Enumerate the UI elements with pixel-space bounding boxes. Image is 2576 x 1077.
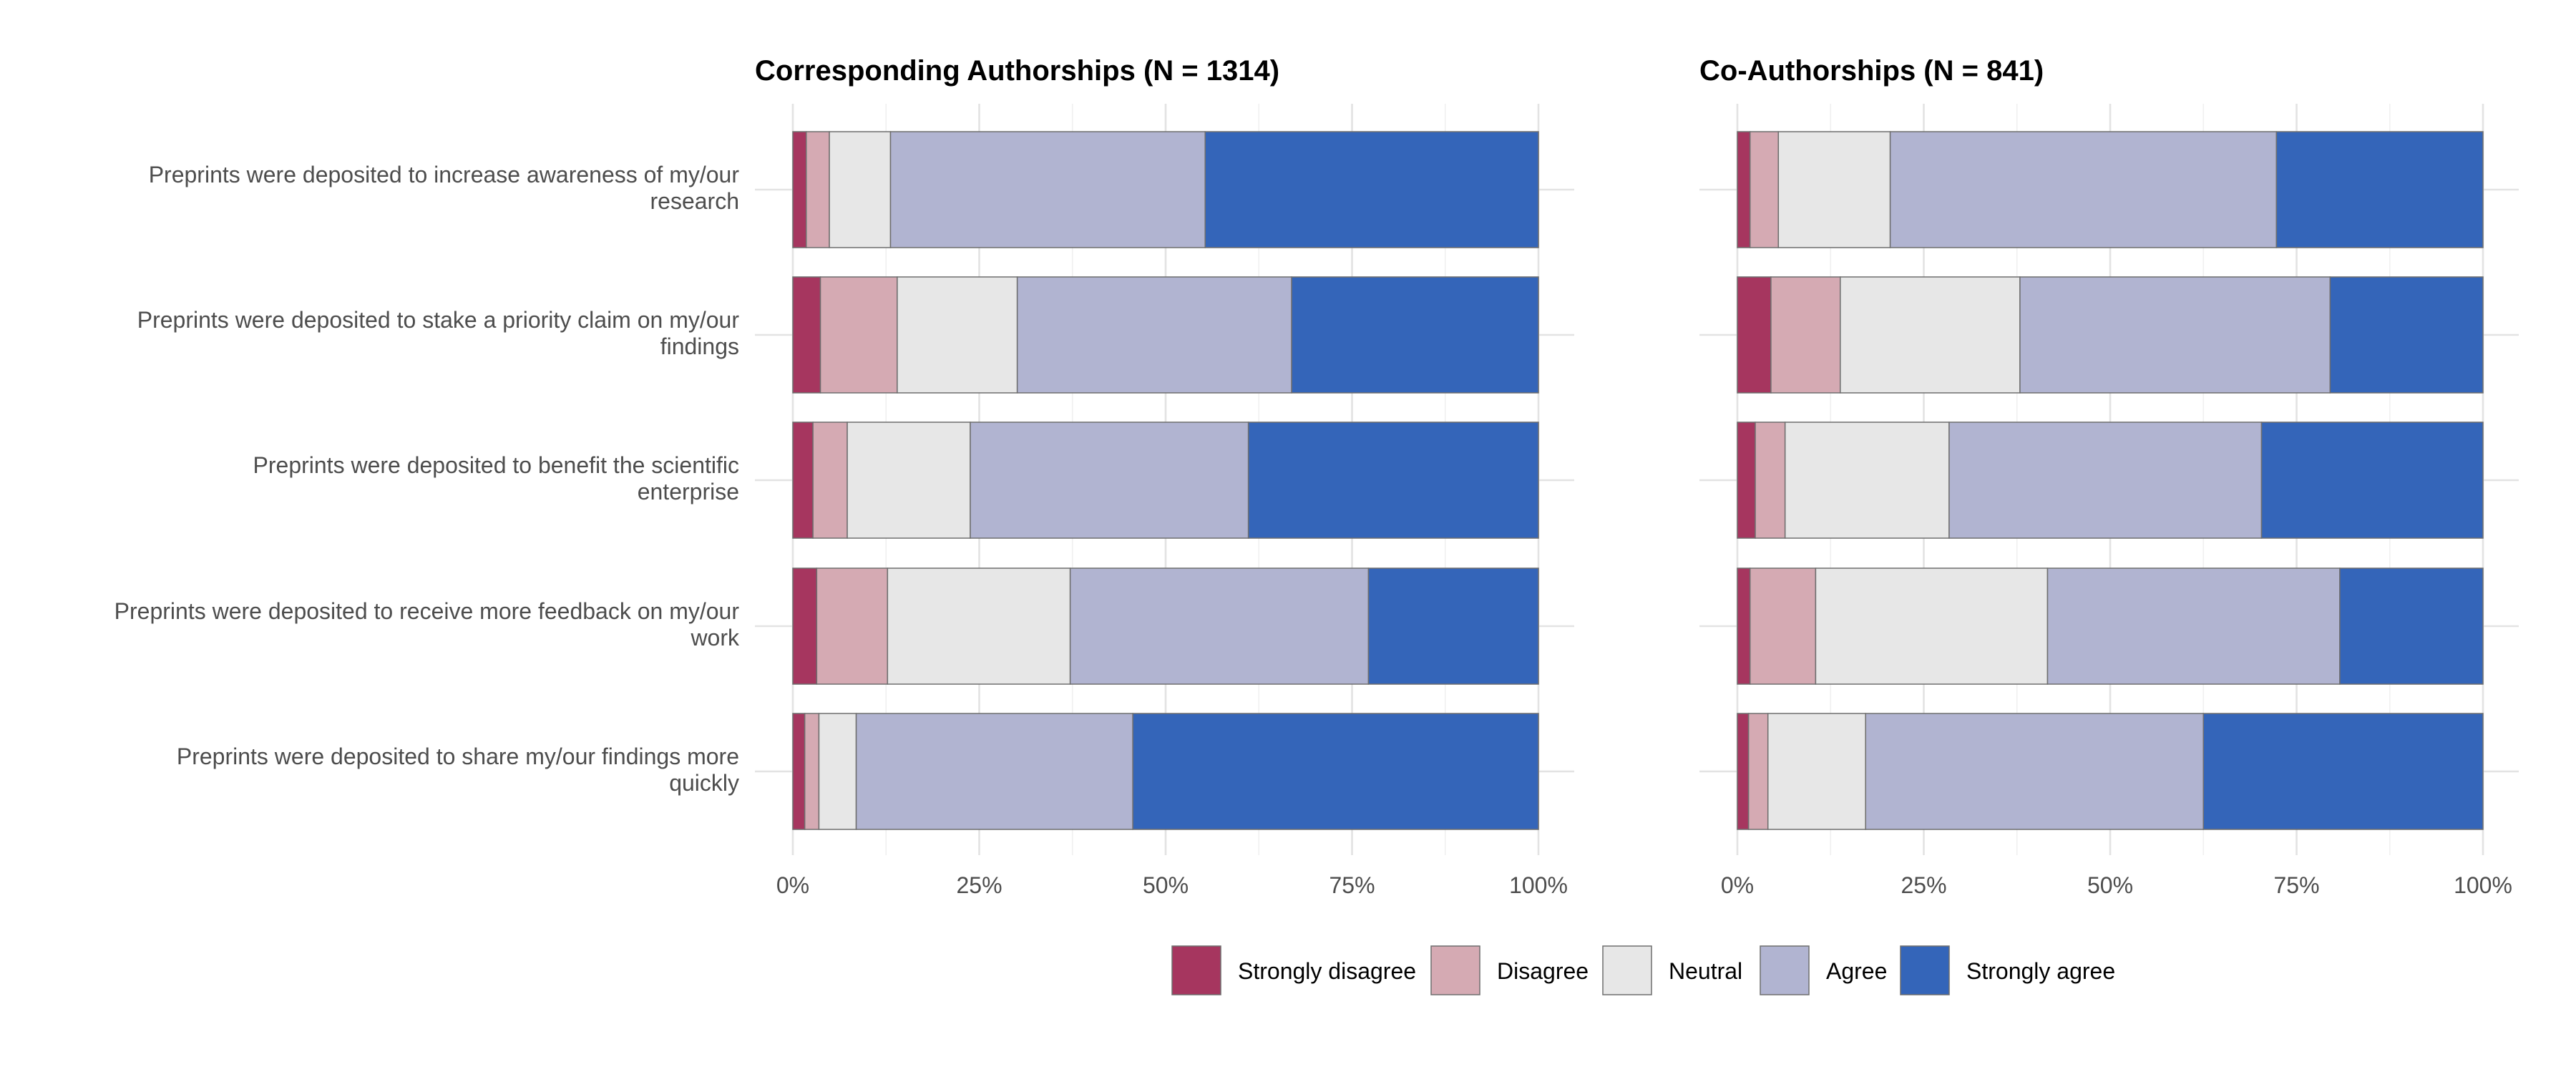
y-category-label: enterprise xyxy=(638,479,739,505)
bar-segment-neutral xyxy=(829,131,892,248)
bar-segment-disagree xyxy=(806,131,830,248)
bar-segment-disagree xyxy=(1749,567,1817,685)
panel-2: Co-Authorships (N = 841) 0% 25% 50% 75% 100% xyxy=(1699,55,2519,898)
bar-segment-disagree xyxy=(816,567,889,685)
y-category-label: Preprints were deposited to stake a prio… xyxy=(137,307,740,333)
x-tick-label: 100% xyxy=(2454,872,2512,898)
x-tick-label: 25% xyxy=(956,872,1002,898)
y-category-label: Preprints were deposited to receive more… xyxy=(114,598,740,624)
bar-segment-agree xyxy=(970,421,1249,539)
bar-segment-strongly-disagree xyxy=(792,567,818,685)
bar-segment-strongly-agree xyxy=(2275,131,2484,248)
bar-segment-strongly-agree xyxy=(1367,567,1539,685)
bar-segment-neutral xyxy=(1767,713,1866,830)
bar-segment-neutral xyxy=(1777,131,1891,248)
bar-segment-agree xyxy=(1889,131,2278,248)
bar-segment-strongly-agree xyxy=(1291,276,1539,394)
bar-segment-disagree xyxy=(1747,713,1769,830)
bar-segment-agree xyxy=(2019,276,2331,394)
x-tick-label: 25% xyxy=(1901,872,1946,898)
bar-segment-agree xyxy=(1865,713,2205,830)
bar-segment-neutral xyxy=(1815,567,2049,685)
y-category-label: quickly xyxy=(669,770,739,796)
bar-segment-neutral xyxy=(897,276,1018,394)
y-category-label: Preprints were deposited to share my/our… xyxy=(177,744,739,769)
bar-segment-neutral xyxy=(1840,276,2021,394)
bar-segment-disagree xyxy=(819,276,898,394)
panel-title: Corresponding Authorships (N = 1314) xyxy=(755,55,1279,87)
y-category-label: findings xyxy=(660,333,739,359)
bar-segment-strongly-agree xyxy=(1247,421,1539,539)
bar-segment-strongly-agree xyxy=(2260,421,2484,539)
x-tick-label: 50% xyxy=(1143,872,1189,898)
y-category-label: research xyxy=(650,188,740,214)
legend-swatch xyxy=(1760,945,1810,995)
bar-segment-strongly-agree xyxy=(2339,567,2484,685)
bar-segment-agree xyxy=(2046,567,2341,685)
bar-segment-disagree xyxy=(1749,131,1780,248)
y-category-label: work xyxy=(690,625,740,650)
bar-segment-strongly-disagree xyxy=(792,276,821,394)
x-tick-label: 100% xyxy=(1509,872,1568,898)
bar-segment-strongly-agree xyxy=(1204,131,1539,248)
bar-segment-strongly-disagree xyxy=(1737,276,1772,394)
panel-1: Corresponding Authorships (N = 1314) 0% 25… xyxy=(755,55,1574,898)
x-tick-label: 50% xyxy=(2087,872,2133,898)
legend-swatch xyxy=(1171,945,1221,995)
legend-label: Strongly agree xyxy=(1966,958,2115,984)
bar-segment-strongly-disagree xyxy=(1737,421,1756,539)
bar-segment-disagree xyxy=(1755,421,1786,539)
bar-segment-strongly-agree xyxy=(2329,276,2484,394)
bar-segment-strongly-disagree xyxy=(1737,567,1751,685)
legend-label: Disagree xyxy=(1497,958,1589,984)
bar-segment-strongly-disagree xyxy=(792,131,807,248)
bar-segment-neutral xyxy=(818,713,857,830)
bar-segment-strongly-agree xyxy=(2202,713,2484,830)
y-category-label: Preprints were deposited to increase awa… xyxy=(149,162,740,187)
bar-segment-strongly-disagree xyxy=(1737,713,1750,830)
bar-segment-strongly-disagree xyxy=(792,713,806,830)
legend-label: Strongly disagree xyxy=(1238,958,1416,984)
bar-segment-agree xyxy=(889,131,1206,248)
legend-swatch xyxy=(1602,945,1652,995)
bar-segment-disagree xyxy=(812,421,848,539)
bar-segment-neutral xyxy=(1784,421,1950,539)
y-category-label: Preprints were deposited to benefit the … xyxy=(253,452,739,478)
bar-segment-strongly-agree xyxy=(1132,713,1539,830)
bar-segment-disagree xyxy=(1770,276,1841,394)
bar-segment-agree xyxy=(1016,276,1292,394)
x-tick-label: 75% xyxy=(2273,872,2319,898)
bar-segment-agree xyxy=(1069,567,1370,685)
bar-segment-neutral xyxy=(887,567,1071,685)
x-tick-label: 75% xyxy=(1329,872,1375,898)
legend-swatch xyxy=(1900,945,1950,995)
bar-segment-strongly-disagree xyxy=(1737,131,1751,248)
bar-segment-strongly-disagree xyxy=(792,421,814,539)
x-tick-label: 0% xyxy=(1721,872,1754,898)
x-tick-label: 0% xyxy=(776,872,809,898)
panel-title: Co-Authorships (N = 841) xyxy=(1699,55,2044,87)
legend-label: Agree xyxy=(1826,958,1887,984)
bar-segment-agree xyxy=(855,713,1133,830)
legend-swatch xyxy=(1430,945,1480,995)
bar-segment-neutral xyxy=(847,421,971,539)
legend: Strongly disagree Disagree Neutral Agree Str… xyxy=(1171,945,2115,995)
legend-label: Neutral xyxy=(1669,958,1742,984)
bar-segment-agree xyxy=(1948,421,2263,539)
bar-segment-disagree xyxy=(804,713,820,830)
